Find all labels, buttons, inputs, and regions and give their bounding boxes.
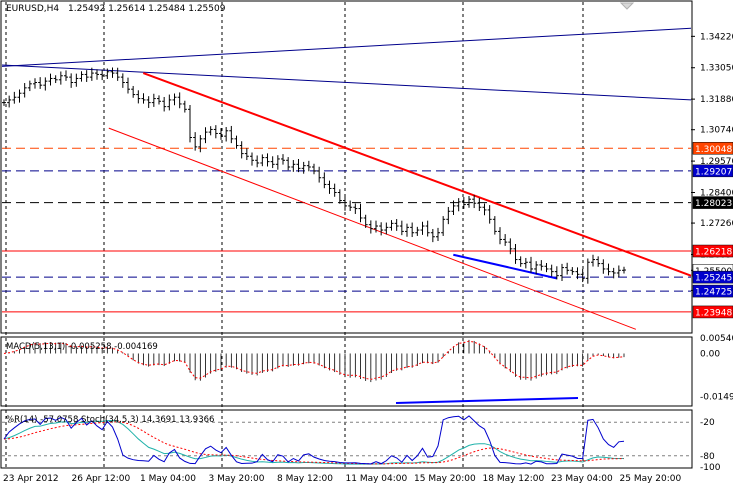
y-tick-label: 1.27260 [700,219,733,229]
macd-signal-line [3,340,625,380]
price-tag [692,142,733,155]
scroll-arrow-icon[interactable] [619,2,635,10]
wpr-line [3,415,625,465]
stoch-main-line [3,419,625,465]
trendline [1,64,692,101]
x-tick-label: 18 May 12:00 [483,474,545,484]
y-tick-label: 1.31880 [700,95,733,105]
y-tick-label: 1.28400 [700,188,733,198]
x-tick-label: 26 Apr 12:00 [72,474,131,484]
price-tag-label: 1.30048 [695,145,732,155]
wpr-y-tick-label: -20 [700,418,715,428]
price-tag-label: 1.26218 [695,248,732,258]
y-tick-label: 1.33050 [700,64,733,74]
x-tick-label: 23 Apr 2012 [3,474,59,484]
macd-panel-frame [0,336,693,407]
y-tick-label: 1.29570 [700,157,733,167]
macd-label: MACD(5,13,1) -0.005258 -0.004169 [6,342,158,352]
price-tag [692,164,733,178]
price-tag-label: 1.24725 [695,288,732,298]
ohlc-label: 1.25492 1.25614 1.25484 1.25509 [68,4,226,14]
x-tick-label: 25 May 20:00 [620,474,682,484]
macd-y-tick-label: -0.01498 [700,392,733,402]
x-tick-label: 23 May 04:00 [551,474,613,484]
trendline [453,253,557,280]
y-tick-label: 1.30740 [700,126,733,136]
price-tag-label: 1.25245 [695,274,732,284]
x-tick-label: 15 May 20:00 [414,474,476,484]
price-tag-label: 1.23948 [695,308,732,318]
x-tick-label: 11 May 04:00 [346,474,408,484]
price-tag [692,244,733,258]
trendline [1,27,692,67]
x-tick-label: 1 May 04:00 [140,474,196,484]
price-tag-label: 1.29207 [695,167,732,177]
price-tag [692,270,733,284]
trendline [142,72,692,277]
macd-divergence-line [395,397,579,404]
x-tick-label: 8 May 12:00 [277,474,333,484]
main-panel-frame [0,0,693,334]
symbol-label: EURUSD,H4 [6,4,59,14]
x-tick-label: 3 May 20:00 [209,474,265,484]
y-tick-label: 1.34220 [700,32,733,42]
price-tag [692,196,733,209]
wpr-stoch-label: %R(14) -57.0758 Stoch(34,5,3) 14.3691 13… [6,415,214,425]
price-tag [692,284,733,298]
wpr-y-tick-label: -80 [700,452,715,462]
wpr-y-tick-label: -100 [700,463,721,473]
macd-y-tick-label: 0.00 [700,349,720,359]
price-tag [692,305,733,319]
price-tag-label: 1.28023 [695,199,732,209]
